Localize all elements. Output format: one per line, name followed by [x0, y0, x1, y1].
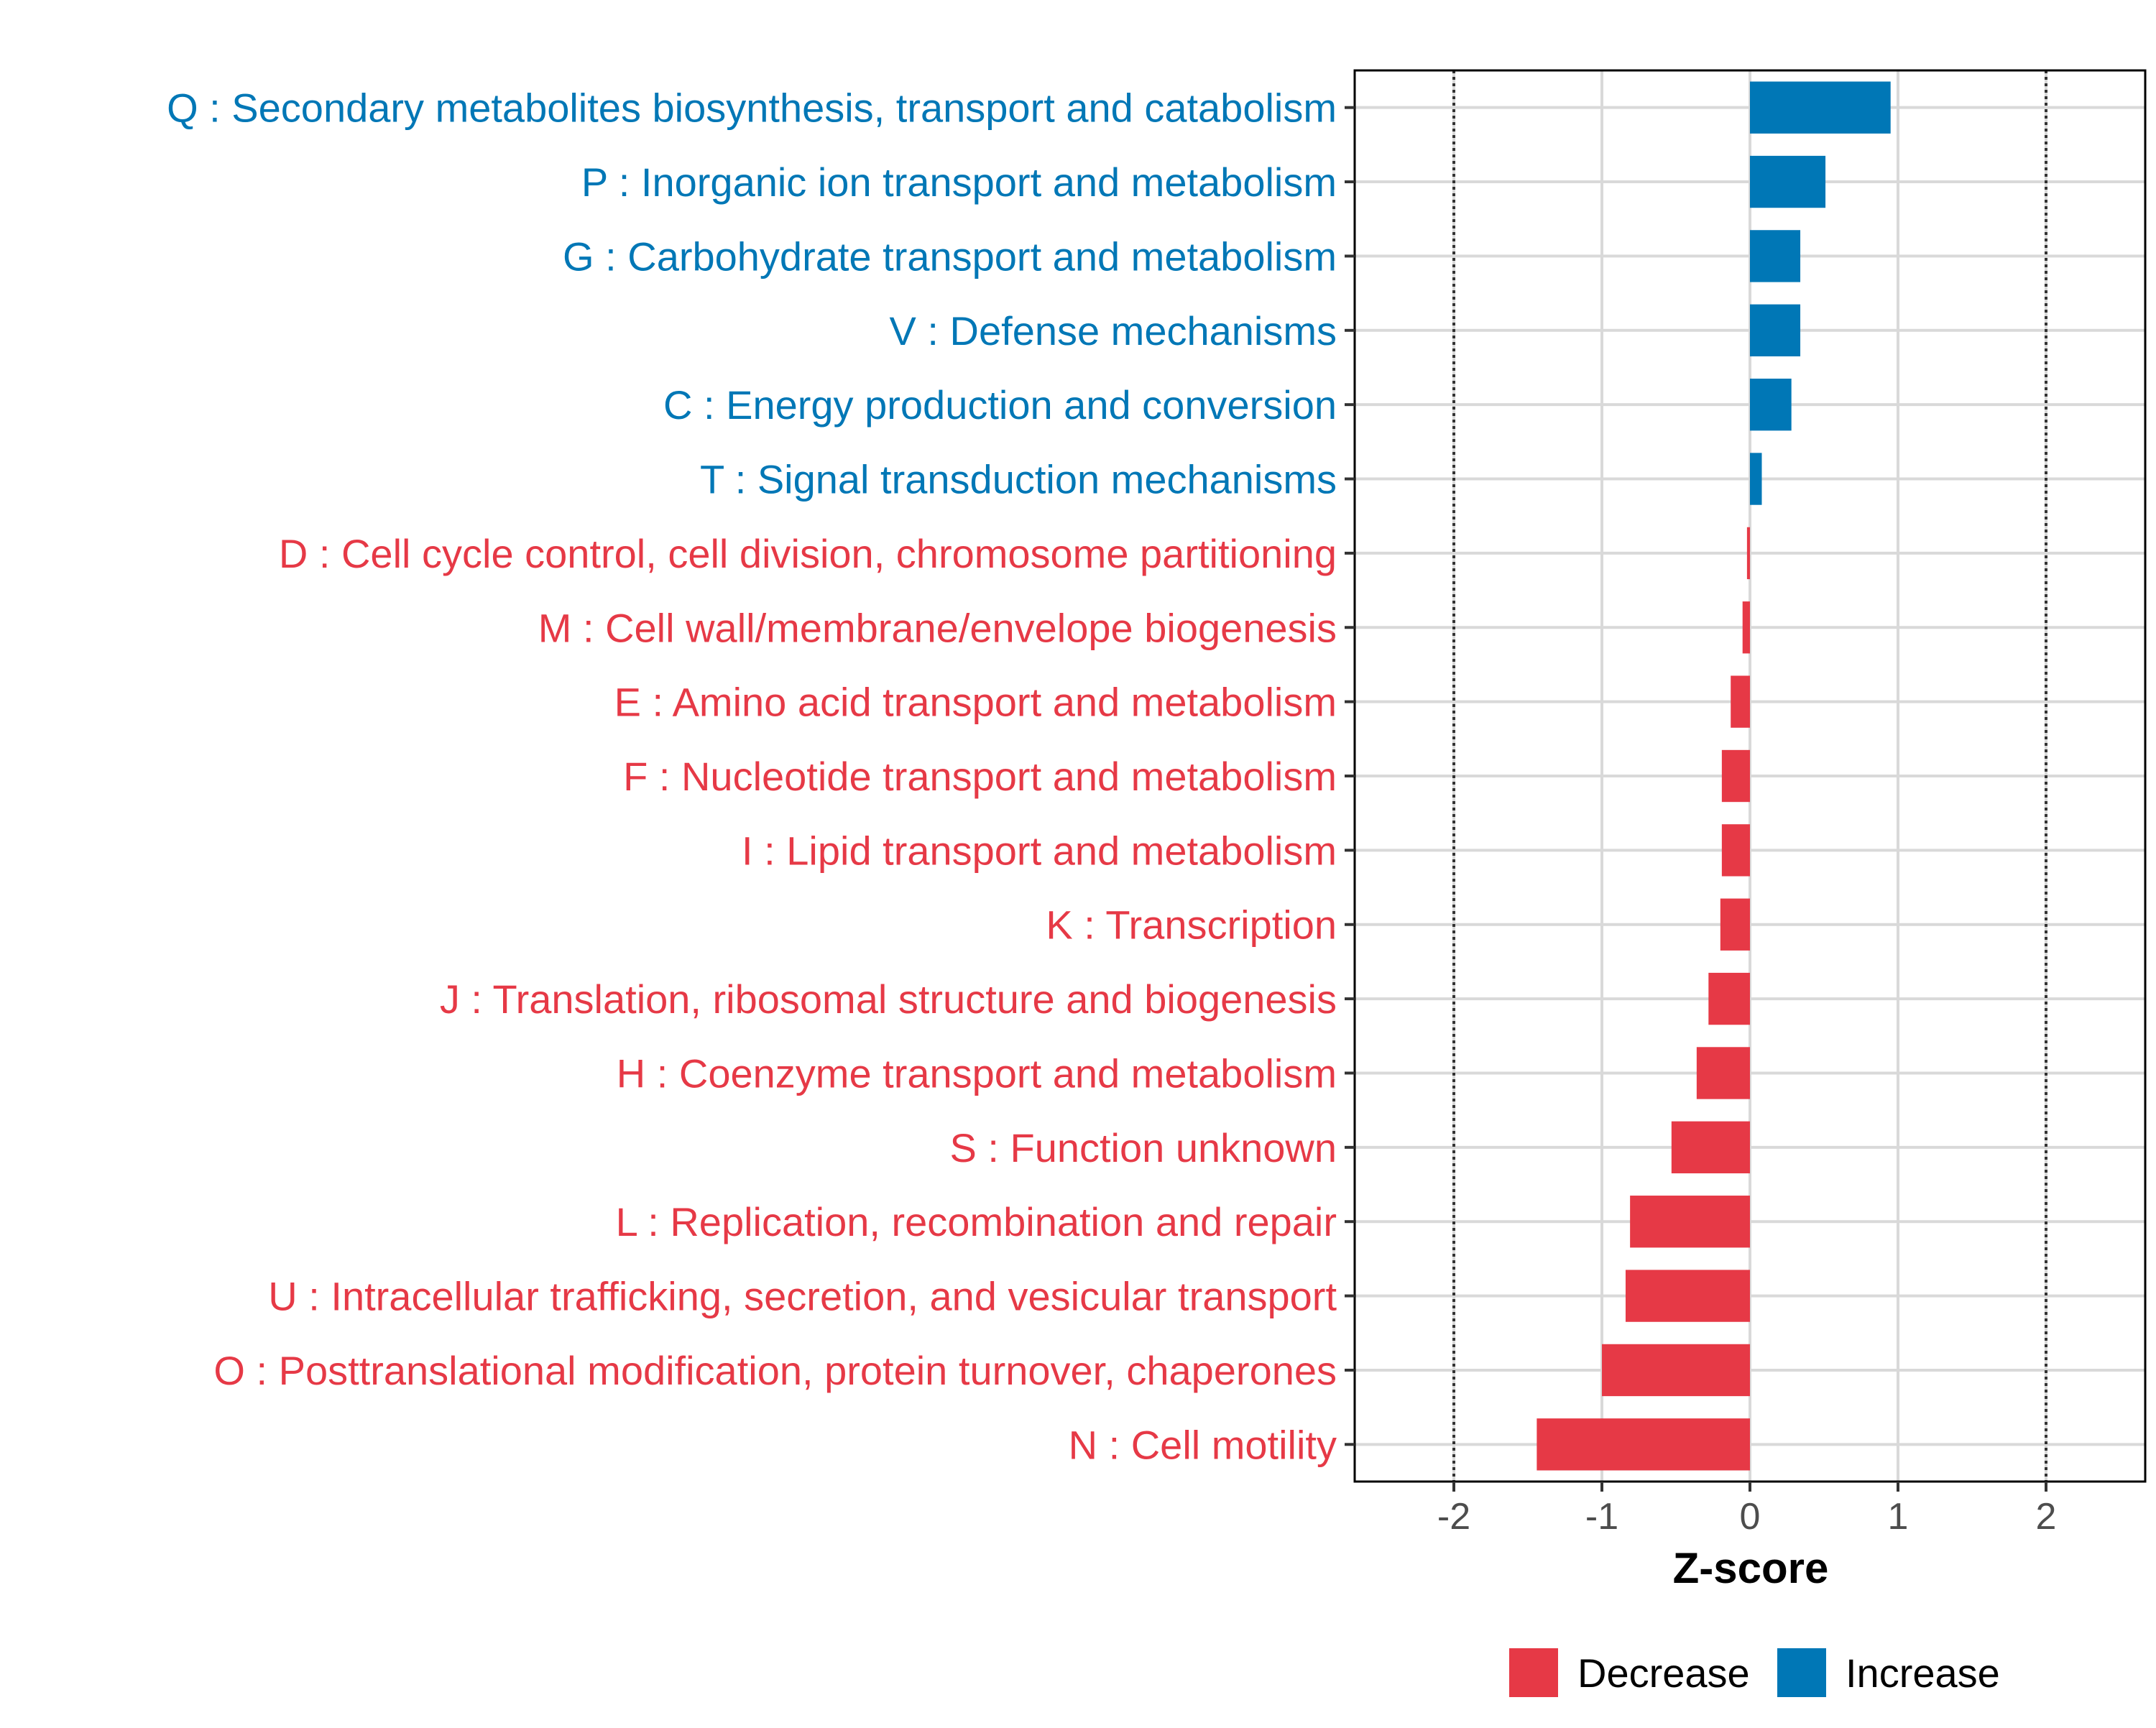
bar [1742, 601, 1750, 654]
bar [1696, 1047, 1750, 1099]
panel-layer [1345, 69, 2147, 1492]
bar [1750, 453, 1762, 505]
category-label: C : Energy production and conversion [663, 382, 1337, 428]
category-label: D : Cell cycle control, cell division, c… [279, 531, 1337, 576]
x-tick-label: 1 [1888, 1496, 1909, 1538]
bar [1750, 155, 1826, 208]
x-tick-label: -2 [1437, 1496, 1470, 1538]
legend-label: Decrease [1577, 1650, 1750, 1696]
x-tick-label: 0 [1740, 1496, 1761, 1538]
category-label: J : Translation, ribosomal structure and… [440, 976, 1337, 1022]
legend-swatch [1777, 1648, 1826, 1697]
bar [1750, 230, 1801, 282]
bar [1721, 749, 1750, 803]
bar [1731, 675, 1750, 728]
category-label: N : Cell motility [1069, 1422, 1337, 1467]
category-label: P : Inorganic ion transport and metaboli… [581, 160, 1337, 205]
category-label: E : Amino acid transport and metabolism [614, 680, 1337, 725]
bar [1602, 1344, 1750, 1397]
x-tick-label: 2 [2036, 1496, 2057, 1538]
category-label: T : Signal transduction mechanisms [700, 457, 1337, 502]
legend-label: Increase [1846, 1650, 2000, 1696]
category-label: G : Carbohydrate transport and metabolis… [563, 234, 1337, 279]
bar [1720, 898, 1750, 951]
label-layer: Q : Secondary metabolites biosynthesis, … [167, 86, 2056, 1538]
category-label: K : Transcription [1046, 902, 1337, 948]
bar [1630, 1196, 1750, 1248]
bar-layer [1537, 81, 1891, 1471]
category-label: S : Function unknown [949, 1125, 1337, 1170]
category-label: U : Intracellular trafficking, secretion… [268, 1274, 1337, 1319]
category-label: V : Defense mechanisms [890, 308, 1337, 354]
category-label: H : Coenzyme transport and metabolism [617, 1050, 1337, 1096]
bar [1721, 824, 1750, 877]
category-label: M : Cell wall/membrane/envelope biogenes… [538, 605, 1337, 650]
category-label: I : Lipid transport and metabolism [742, 828, 1337, 873]
category-label: L : Replication, recombination and repai… [616, 1199, 1337, 1244]
x-tick-label: -1 [1585, 1496, 1618, 1538]
bar [1671, 1121, 1750, 1174]
bar [1750, 304, 1801, 356]
x-axis-title: Z-score [1673, 1544, 1829, 1592]
legend: Decrease Increase [1509, 1648, 2000, 1697]
bar [1750, 378, 1792, 431]
category-label: O : Posttranslational modification, prot… [213, 1348, 1337, 1393]
bar [1750, 81, 1891, 134]
category-label: F : Nucleotide transport and metabolism [623, 754, 1337, 799]
bar [1708, 972, 1750, 1025]
bar [1625, 1270, 1750, 1322]
bar [1746, 527, 1750, 580]
bar [1537, 1418, 1750, 1471]
legend-swatch [1509, 1648, 1558, 1697]
category-label: Q : Secondary metabolites biosynthesis, … [167, 86, 1337, 131]
